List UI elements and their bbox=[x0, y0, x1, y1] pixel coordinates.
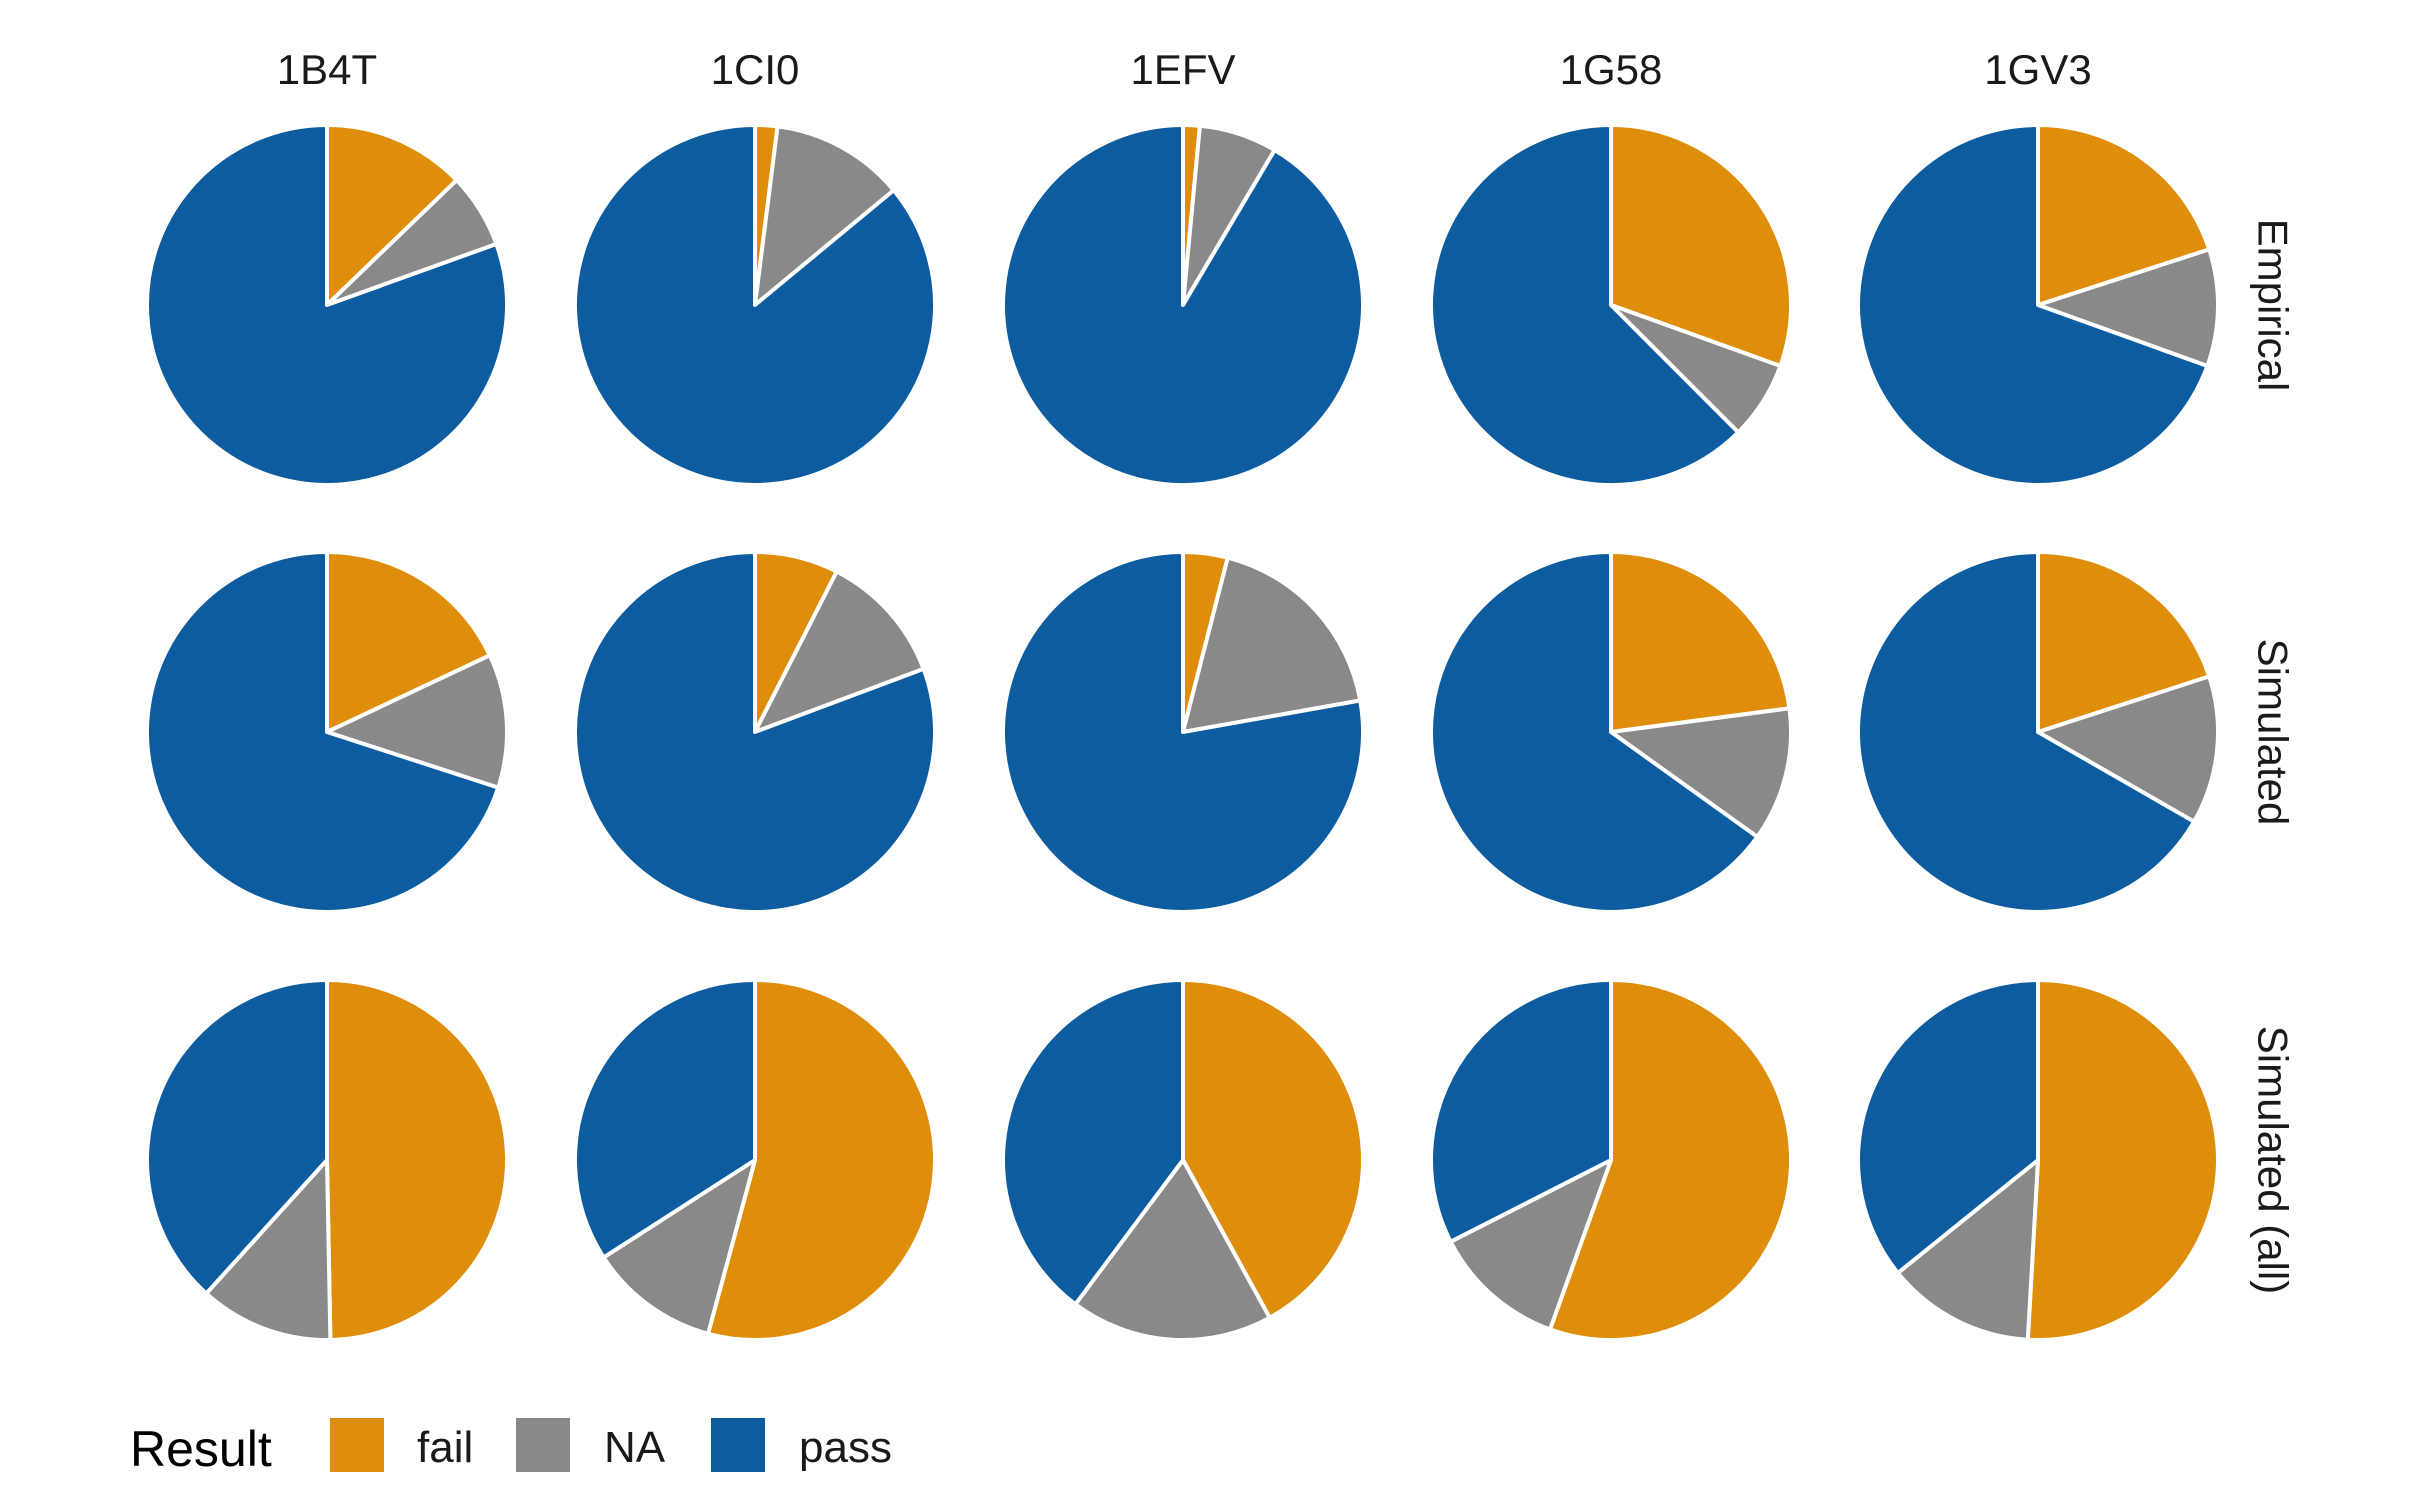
pie-simulated-1ci0 bbox=[573, 550, 937, 914]
slice-simulated-1efv-na bbox=[1181, 555, 1363, 734]
slice-simulated-all-1efv-na bbox=[1073, 1158, 1272, 1342]
legend-label-pass: pass bbox=[799, 1423, 892, 1472]
slice-simulated-all-1g58-na bbox=[1448, 1158, 1613, 1332]
slice-simulated-all-1b4t-fail bbox=[325, 978, 510, 1342]
pie-simulated-all-1b4t bbox=[145, 978, 510, 1342]
slice-simulated-1ci0-na bbox=[753, 569, 926, 734]
pie-simulated-1gv3 bbox=[1856, 550, 2220, 914]
pie-empirical-1ci0 bbox=[573, 123, 937, 487]
column-label-1ci0: 1CI0 bbox=[711, 46, 800, 93]
slice-simulated-1b4t-na bbox=[325, 653, 509, 790]
slice-simulated-all-1b4t-na bbox=[204, 1158, 333, 1342]
slice-simulated-all-1gv3-pass bbox=[1856, 978, 2040, 1275]
legend-swatch-na bbox=[516, 1418, 570, 1472]
slice-simulated-all-1efv-pass bbox=[1001, 978, 1185, 1307]
slice-simulated-1gv3-na bbox=[2036, 674, 2220, 824]
slice-simulated-all-1ci0-fail bbox=[706, 978, 937, 1342]
slice-simulated-1g58-fail bbox=[1609, 550, 1792, 734]
legend-swatch-pass bbox=[711, 1418, 765, 1472]
slice-simulated-all-1b4t-pass bbox=[145, 978, 329, 1296]
pie-simulated-all-1efv bbox=[1001, 978, 1365, 1342]
column-label-1g58: 1G58 bbox=[1560, 46, 1663, 93]
slice-simulated-all-1g58-fail bbox=[1548, 978, 1793, 1342]
slice-empirical-1gv3-fail bbox=[2036, 123, 2212, 307]
slice-empirical-1g58-fail bbox=[1609, 123, 1793, 368]
legend-label-fail: fail bbox=[417, 1423, 473, 1472]
column-label-1b4t: 1B4T bbox=[277, 46, 377, 93]
row-label-simulated: Simulated bbox=[2250, 639, 2297, 826]
slice-empirical-1ci0-pass bbox=[573, 123, 937, 487]
slice-empirical-1b4t-fail bbox=[325, 123, 459, 307]
legend-swatch-fail bbox=[330, 1418, 384, 1472]
slice-empirical-1gv3-pass bbox=[1856, 123, 2210, 487]
legend: Result fail NA pass bbox=[130, 1418, 892, 1477]
slice-simulated-1b4t-pass bbox=[145, 550, 501, 914]
slice-empirical-1efv-pass bbox=[1001, 123, 1365, 487]
slice-empirical-1ci0-na bbox=[753, 124, 896, 307]
slice-simulated-all-1g58-pass bbox=[1429, 978, 1613, 1244]
slice-simulated-1gv3-fail bbox=[2036, 550, 2212, 734]
row-labels: Empirical Simulated Simulated (all) bbox=[2250, 219, 2297, 1295]
slice-simulated-1gv3-pass bbox=[1856, 550, 2197, 914]
row-label-empirical: Empirical bbox=[2250, 219, 2297, 392]
slice-simulated-1efv-pass bbox=[1001, 550, 1365, 914]
column-label-1gv3: 1GV3 bbox=[1984, 46, 2091, 93]
row-label-simulated-all: Simulated (all) bbox=[2250, 1026, 2297, 1294]
pie-empirical-1gv3 bbox=[1856, 123, 2220, 487]
slice-empirical-1gv3-na bbox=[2036, 247, 2220, 368]
pie-simulated-1efv bbox=[1001, 550, 1365, 914]
pie-panels bbox=[145, 123, 2220, 1342]
pie-simulated-all-1ci0 bbox=[573, 978, 937, 1342]
slice-simulated-all-1gv3-fail bbox=[2025, 978, 2220, 1342]
slice-simulated-all-1ci0-na bbox=[601, 1158, 757, 1336]
pie-simulated-all-1gv3 bbox=[1856, 978, 2220, 1342]
pie-simulated-1g58 bbox=[1429, 550, 1793, 914]
slice-empirical-1g58-pass bbox=[1429, 123, 1741, 487]
pie-empirical-1b4t bbox=[145, 123, 509, 487]
slice-simulated-1g58-na bbox=[1609, 706, 1793, 839]
legend-title: Result bbox=[130, 1421, 272, 1477]
slice-simulated-1g58-pass bbox=[1429, 550, 1760, 914]
pie-empirical-1efv bbox=[1001, 123, 1365, 487]
slice-simulated-1ci0-pass bbox=[573, 550, 937, 914]
pie-simulated-1b4t bbox=[145, 550, 509, 914]
column-label-1efv: 1EFV bbox=[1130, 46, 1235, 93]
slice-simulated-all-1efv-fail bbox=[1181, 978, 1365, 1320]
slice-empirical-1b4t-pass bbox=[145, 123, 509, 487]
slice-simulated-all-1gv3-na bbox=[1895, 1158, 2040, 1342]
column-labels: 1B4T 1CI0 1EFV 1G58 1GV3 bbox=[277, 46, 2092, 93]
pie-simulated-all-1g58 bbox=[1429, 978, 1793, 1342]
pie-empirical-1g58 bbox=[1429, 123, 1793, 487]
slice-simulated-all-1ci0-pass bbox=[573, 978, 757, 1260]
legend-label-na: NA bbox=[604, 1423, 666, 1472]
slice-simulated-1b4t-fail bbox=[325, 550, 492, 734]
